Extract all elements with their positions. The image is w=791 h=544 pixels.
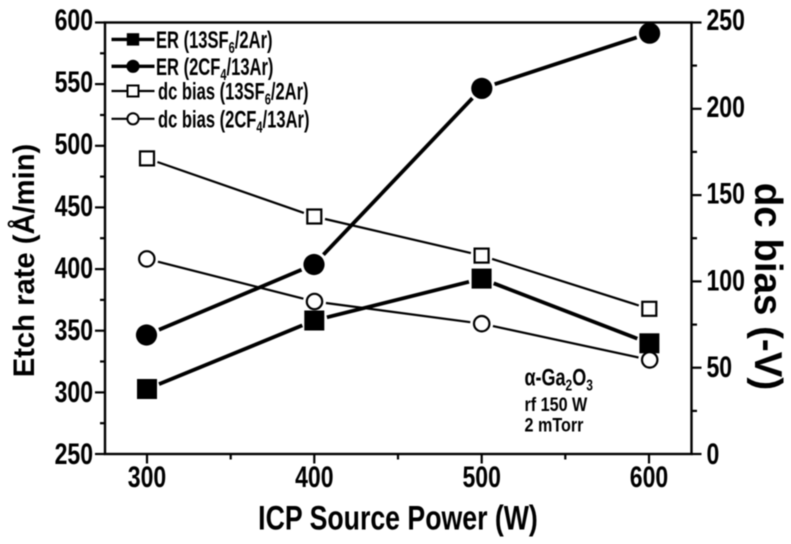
svg-text:2 mTorr: 2 mTorr (525, 414, 584, 436)
svg-text:550: 550 (55, 65, 93, 99)
svg-text:450: 450 (55, 189, 93, 223)
svg-text:200: 200 (707, 90, 745, 124)
svg-text:Etch rate (Å/min): Etch rate (Å/min) (8, 144, 41, 378)
svg-text:0: 0 (707, 437, 720, 471)
svg-text:rf 150 W: rf 150 W (525, 394, 588, 416)
svg-text:100: 100 (707, 263, 745, 297)
svg-text:350: 350 (55, 313, 93, 347)
svg-text:300: 300 (128, 460, 166, 494)
svg-text:500: 500 (462, 460, 500, 494)
svg-text:dc bias (-V): dc bias (-V) (746, 183, 789, 391)
svg-text:ICP Source Power (W): ICP Source Power (W) (258, 499, 538, 537)
svg-text:150: 150 (707, 177, 745, 211)
svg-text:50: 50 (707, 350, 733, 384)
svg-text:dc bias (2CF4/13Ar): dc bias (2CF4/13Ar) (158, 106, 309, 135)
svg-text:300: 300 (55, 375, 93, 409)
svg-text:400: 400 (295, 460, 333, 494)
svg-text:250: 250 (707, 3, 745, 37)
svg-text:ER (13SF6/2Ar): ER (13SF6/2Ar) (156, 27, 273, 56)
svg-text:α-Ga2O3: α-Ga2O3 (525, 365, 594, 394)
svg-text:250: 250 (55, 437, 93, 471)
svg-text:ER (2CF4/13Ar): ER (2CF4/13Ar) (156, 54, 273, 83)
svg-text:600: 600 (55, 3, 93, 37)
svg-text:400: 400 (55, 251, 93, 285)
svg-text:500: 500 (55, 127, 93, 161)
svg-text:dc bias (13SF6/2Ar): dc bias (13SF6/2Ar) (158, 79, 309, 108)
svg-text:600: 600 (630, 460, 668, 494)
